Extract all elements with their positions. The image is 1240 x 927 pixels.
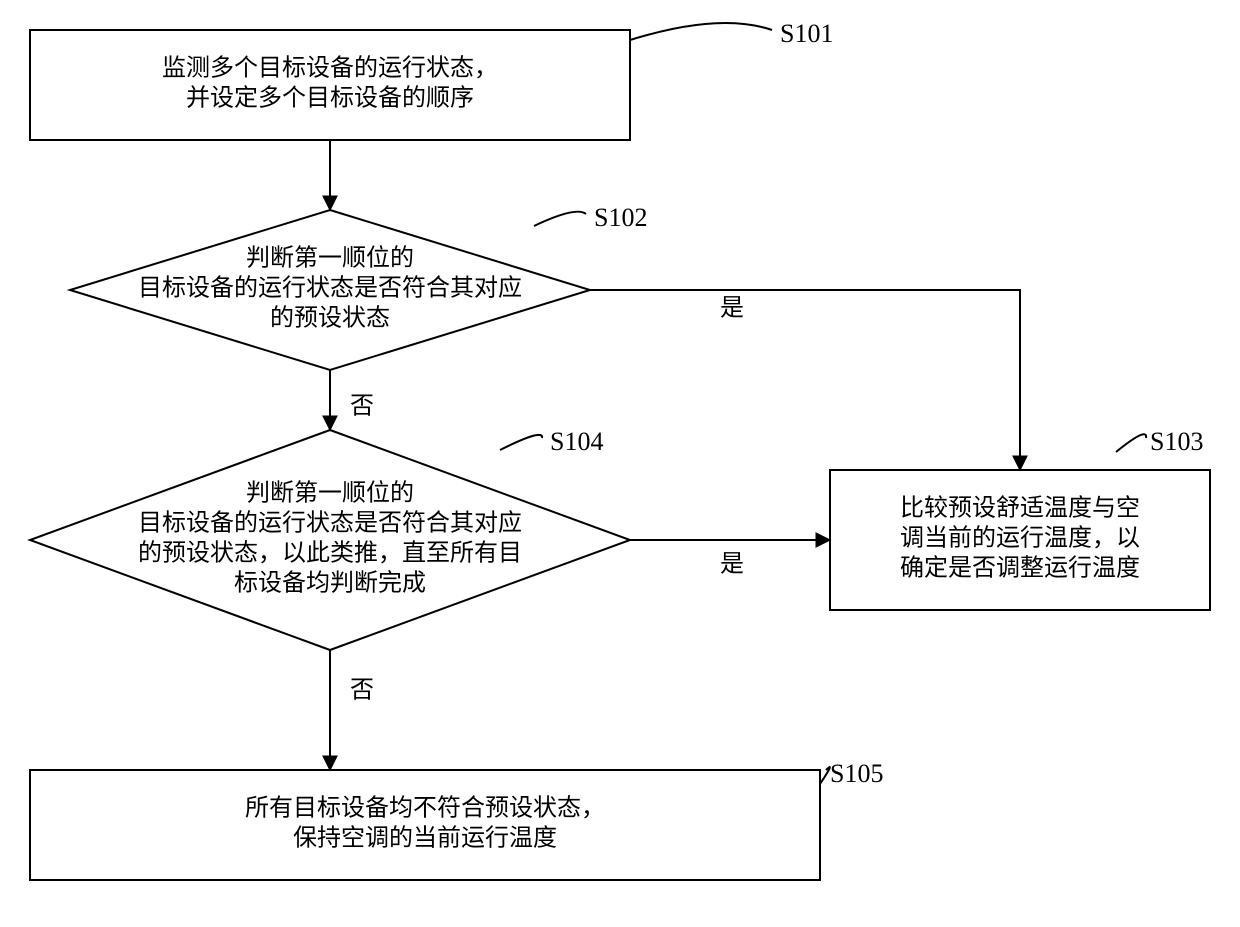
step-label-s104: S104	[550, 427, 603, 456]
callout-s105	[820, 767, 830, 784]
node-s101-line0: 监测多个目标设备的运行状态，	[162, 55, 498, 82]
node-s102-line1: 目标设备的运行状态是否符合其对应	[138, 275, 522, 302]
node-s103-line2: 确定是否调整运行温度	[900, 555, 1140, 582]
edge-label-e2: 是	[720, 296, 744, 322]
node-s101: 监测多个目标设备的运行状态， 并设定多个目标设备的顺序 S101	[30, 19, 833, 140]
node-s104-line1: 目标设备的运行状态是否符合其对应	[138, 510, 522, 537]
edge-e4: 是	[630, 540, 830, 578]
node-s103-line0: 比较预设舒适温度与空	[900, 495, 1140, 522]
edge-e5: 否	[330, 650, 374, 770]
callout-s102	[534, 212, 586, 226]
step-label-s105: S105	[830, 759, 883, 788]
node-s101-line1: 并设定多个目标设备的顺序	[186, 85, 474, 112]
step-label-s102: S102	[594, 203, 647, 232]
callout-s104	[500, 435, 542, 450]
node-s104-line2: 的预设状态，以此类推，直至所有目	[138, 540, 522, 567]
edge-label-e3: 否	[350, 394, 374, 420]
node-s103-line1: 调当前的运行温度，以	[900, 525, 1140, 552]
node-s104: 判断第一顺位的目标设备的运行状态是否符合其对应的预设状态，以此类推，直至所有目标…	[30, 427, 630, 650]
step-label-s101: S101	[780, 19, 833, 48]
edge-label-e4: 是	[720, 552, 744, 578]
node-s104-line0: 判断第一顺位的	[246, 480, 414, 507]
callout-s103	[1116, 434, 1146, 452]
step-label-s103: S103	[1150, 427, 1203, 456]
node-s102-line2: 的预设状态	[270, 305, 390, 332]
node-s102-line0: 判断第一顺位的	[246, 245, 414, 272]
node-s105: 所有目标设备均不符合预设状态， 保持空调的当前运行温度 S105	[30, 759, 883, 880]
edge-e2: 是	[590, 290, 1020, 470]
callout-s101	[630, 23, 772, 40]
edge-e3: 否	[330, 370, 374, 430]
node-s104-line3: 标设备均判断完成	[234, 570, 426, 597]
node-s105-line0: 所有目标设备均不符合预设状态，	[245, 795, 605, 822]
edge-label-e5: 否	[350, 678, 374, 704]
node-s102: 判断第一顺位的目标设备的运行状态是否符合其对应的预设状态 S102	[70, 203, 647, 370]
flowchart-canvas: 监测多个目标设备的运行状态，并设定多个目标设备的顺序S101判断第一顺位的目标设…	[0, 0, 1240, 927]
node-s105-line1: 保持空调的当前运行温度	[293, 825, 557, 852]
